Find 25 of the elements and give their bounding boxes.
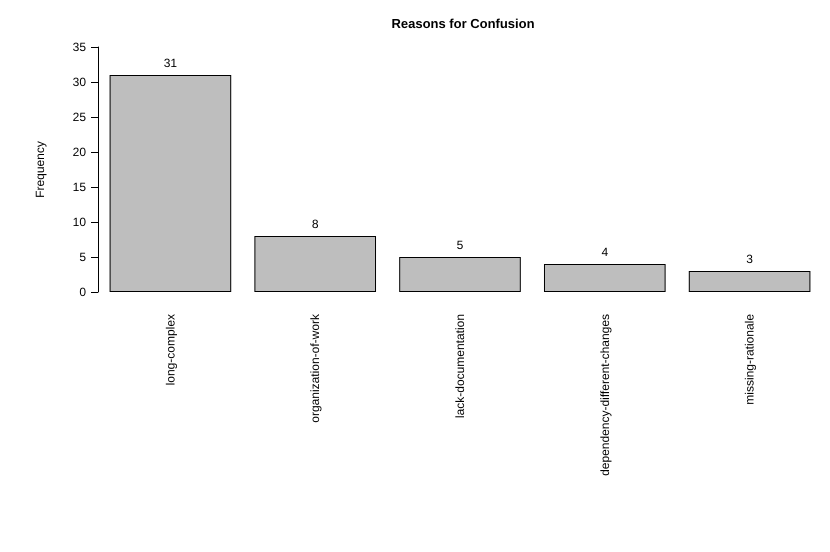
data-label: 31	[164, 56, 178, 70]
x-tick-label: long-complex	[163, 314, 178, 386]
y-tick-label: 15	[72, 180, 86, 194]
bar	[544, 264, 666, 292]
bar	[399, 257, 521, 292]
bar	[254, 236, 376, 292]
x-tick-label: organization-of-work	[308, 313, 322, 423]
y-tick-label: 20	[72, 145, 86, 159]
data-label: 8	[312, 217, 319, 231]
y-tick-label: 5	[79, 250, 86, 264]
y-tick-label: 30	[72, 75, 86, 89]
y-tick-label: 25	[72, 110, 86, 124]
y-tick-label: 10	[72, 215, 86, 229]
chart-title: Reasons for Confusion	[391, 16, 535, 31]
x-tick-label: missing-rationale	[742, 314, 757, 405]
y-axis-title: Frequency	[33, 141, 47, 198]
y-tick-label: 0	[79, 285, 86, 299]
data-label: 4	[601, 245, 608, 259]
x-tick-label: lack-documentation	[453, 314, 467, 418]
data-label: 5	[456, 238, 464, 252]
bar	[110, 75, 232, 292]
y-tick-label: 35	[72, 40, 86, 54]
data-label: 3	[746, 252, 754, 266]
x-tick-label: dependency-different-changes	[598, 314, 612, 476]
bar	[688, 271, 810, 292]
